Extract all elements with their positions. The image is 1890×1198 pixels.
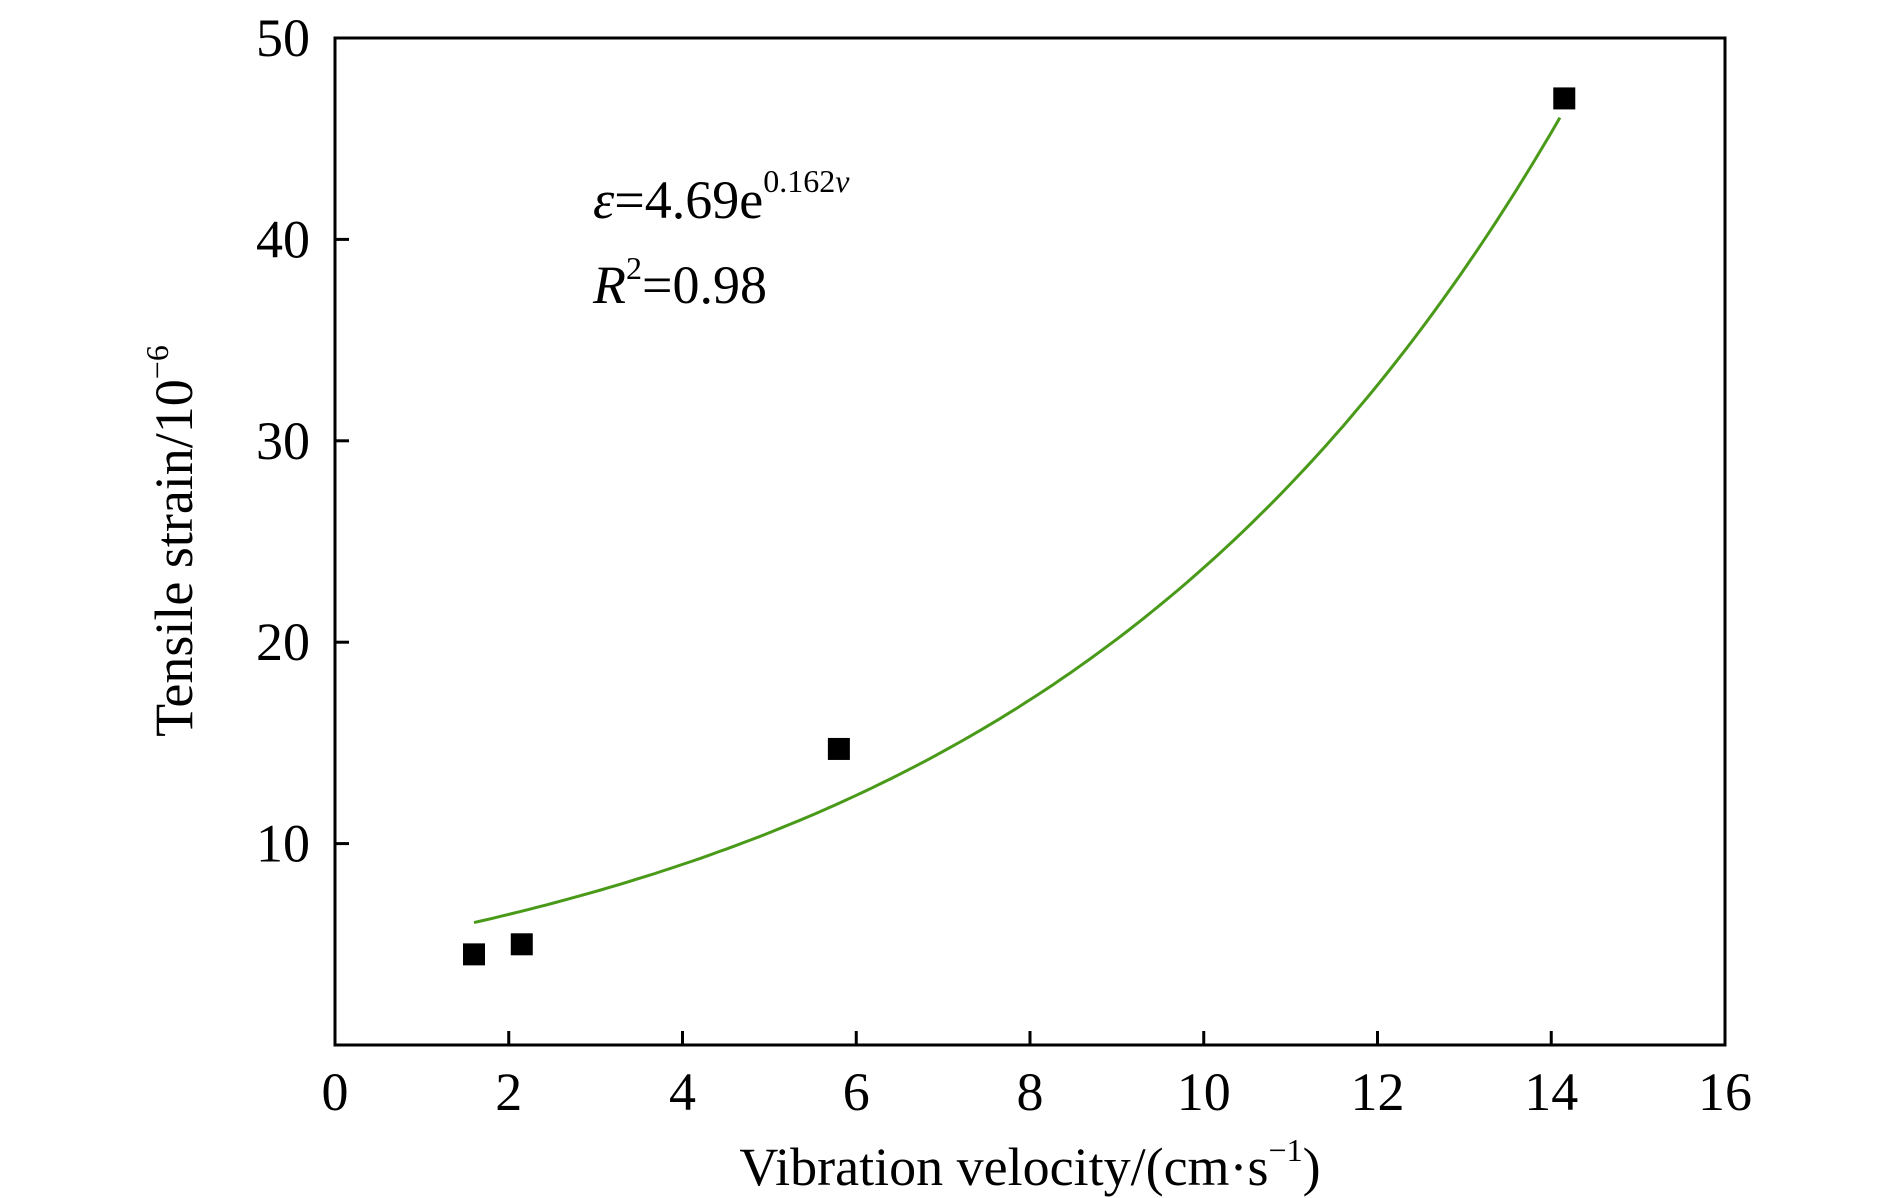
x-tick-label: 2 — [495, 1062, 522, 1122]
y-tick-label: 40 — [256, 209, 310, 269]
x-axis-ticks: 0 2 4 6 8 10 12 14 16 — [322, 1031, 1752, 1122]
x-tick-label: 0 — [322, 1062, 349, 1122]
equation-annotation: ε=4.69e0.162v — [593, 163, 850, 230]
y-tick-label: 30 — [256, 411, 310, 471]
fit-curve — [473, 116, 1562, 925]
data-points-layer — [463, 87, 1576, 966]
data-point — [827, 737, 850, 760]
y-axis-ticks: 10 20 30 40 50 — [256, 8, 349, 874]
y-tick-label: 50 — [256, 8, 310, 68]
data-point — [1553, 87, 1576, 110]
data-point — [463, 943, 485, 966]
x-tick-label: 12 — [1351, 1062, 1405, 1122]
x-tick-label: 4 — [669, 1062, 696, 1122]
y-tick-label: 20 — [256, 612, 310, 672]
x-tick-label: 10 — [1177, 1062, 1231, 1122]
y-axis-title: Tensile strain/10−6 — [139, 345, 204, 737]
fit-curve-layer — [473, 116, 1562, 925]
y-tick-label: 10 — [256, 814, 310, 874]
x-tick-label: 16 — [1698, 1062, 1752, 1122]
x-axis-title: Vibration velocity/(cm·s−1) — [739, 1132, 1320, 1197]
x-tick-label: 6 — [843, 1062, 870, 1122]
r-squared-annotation: R2=0.98 — [592, 250, 767, 315]
x-tick-label: 14 — [1524, 1062, 1578, 1122]
data-point — [510, 933, 533, 956]
x-tick-label: 8 — [1017, 1062, 1044, 1122]
